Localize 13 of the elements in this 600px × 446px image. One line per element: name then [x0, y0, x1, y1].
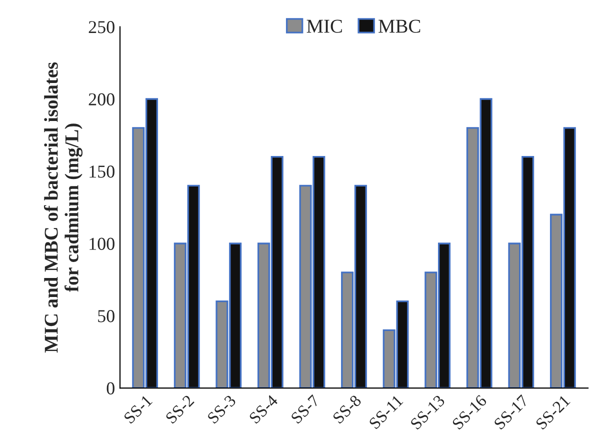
legend-label: MIC: [306, 20, 342, 33]
y-tick-label: 0: [106, 382, 114, 394]
y-axis-title: MIC and MBC of bacterial isolates for cadmium (mg/L): [44, 62, 82, 353]
y-tick-label: 200: [88, 93, 114, 106]
legend-label: MBC: [378, 20, 420, 33]
y-tick-label: 250: [88, 21, 114, 34]
x-tick-label: SS-2: [165, 394, 195, 424]
y-tick-label: 150: [90, 166, 114, 178]
x-tick-label: SS-1: [123, 394, 153, 424]
y-tick-label: 50: [98, 310, 114, 322]
x-tick-label: SS-3: [206, 394, 236, 424]
x-tick-label: SS-8: [332, 394, 362, 424]
y-tick-label: 100: [90, 238, 114, 250]
